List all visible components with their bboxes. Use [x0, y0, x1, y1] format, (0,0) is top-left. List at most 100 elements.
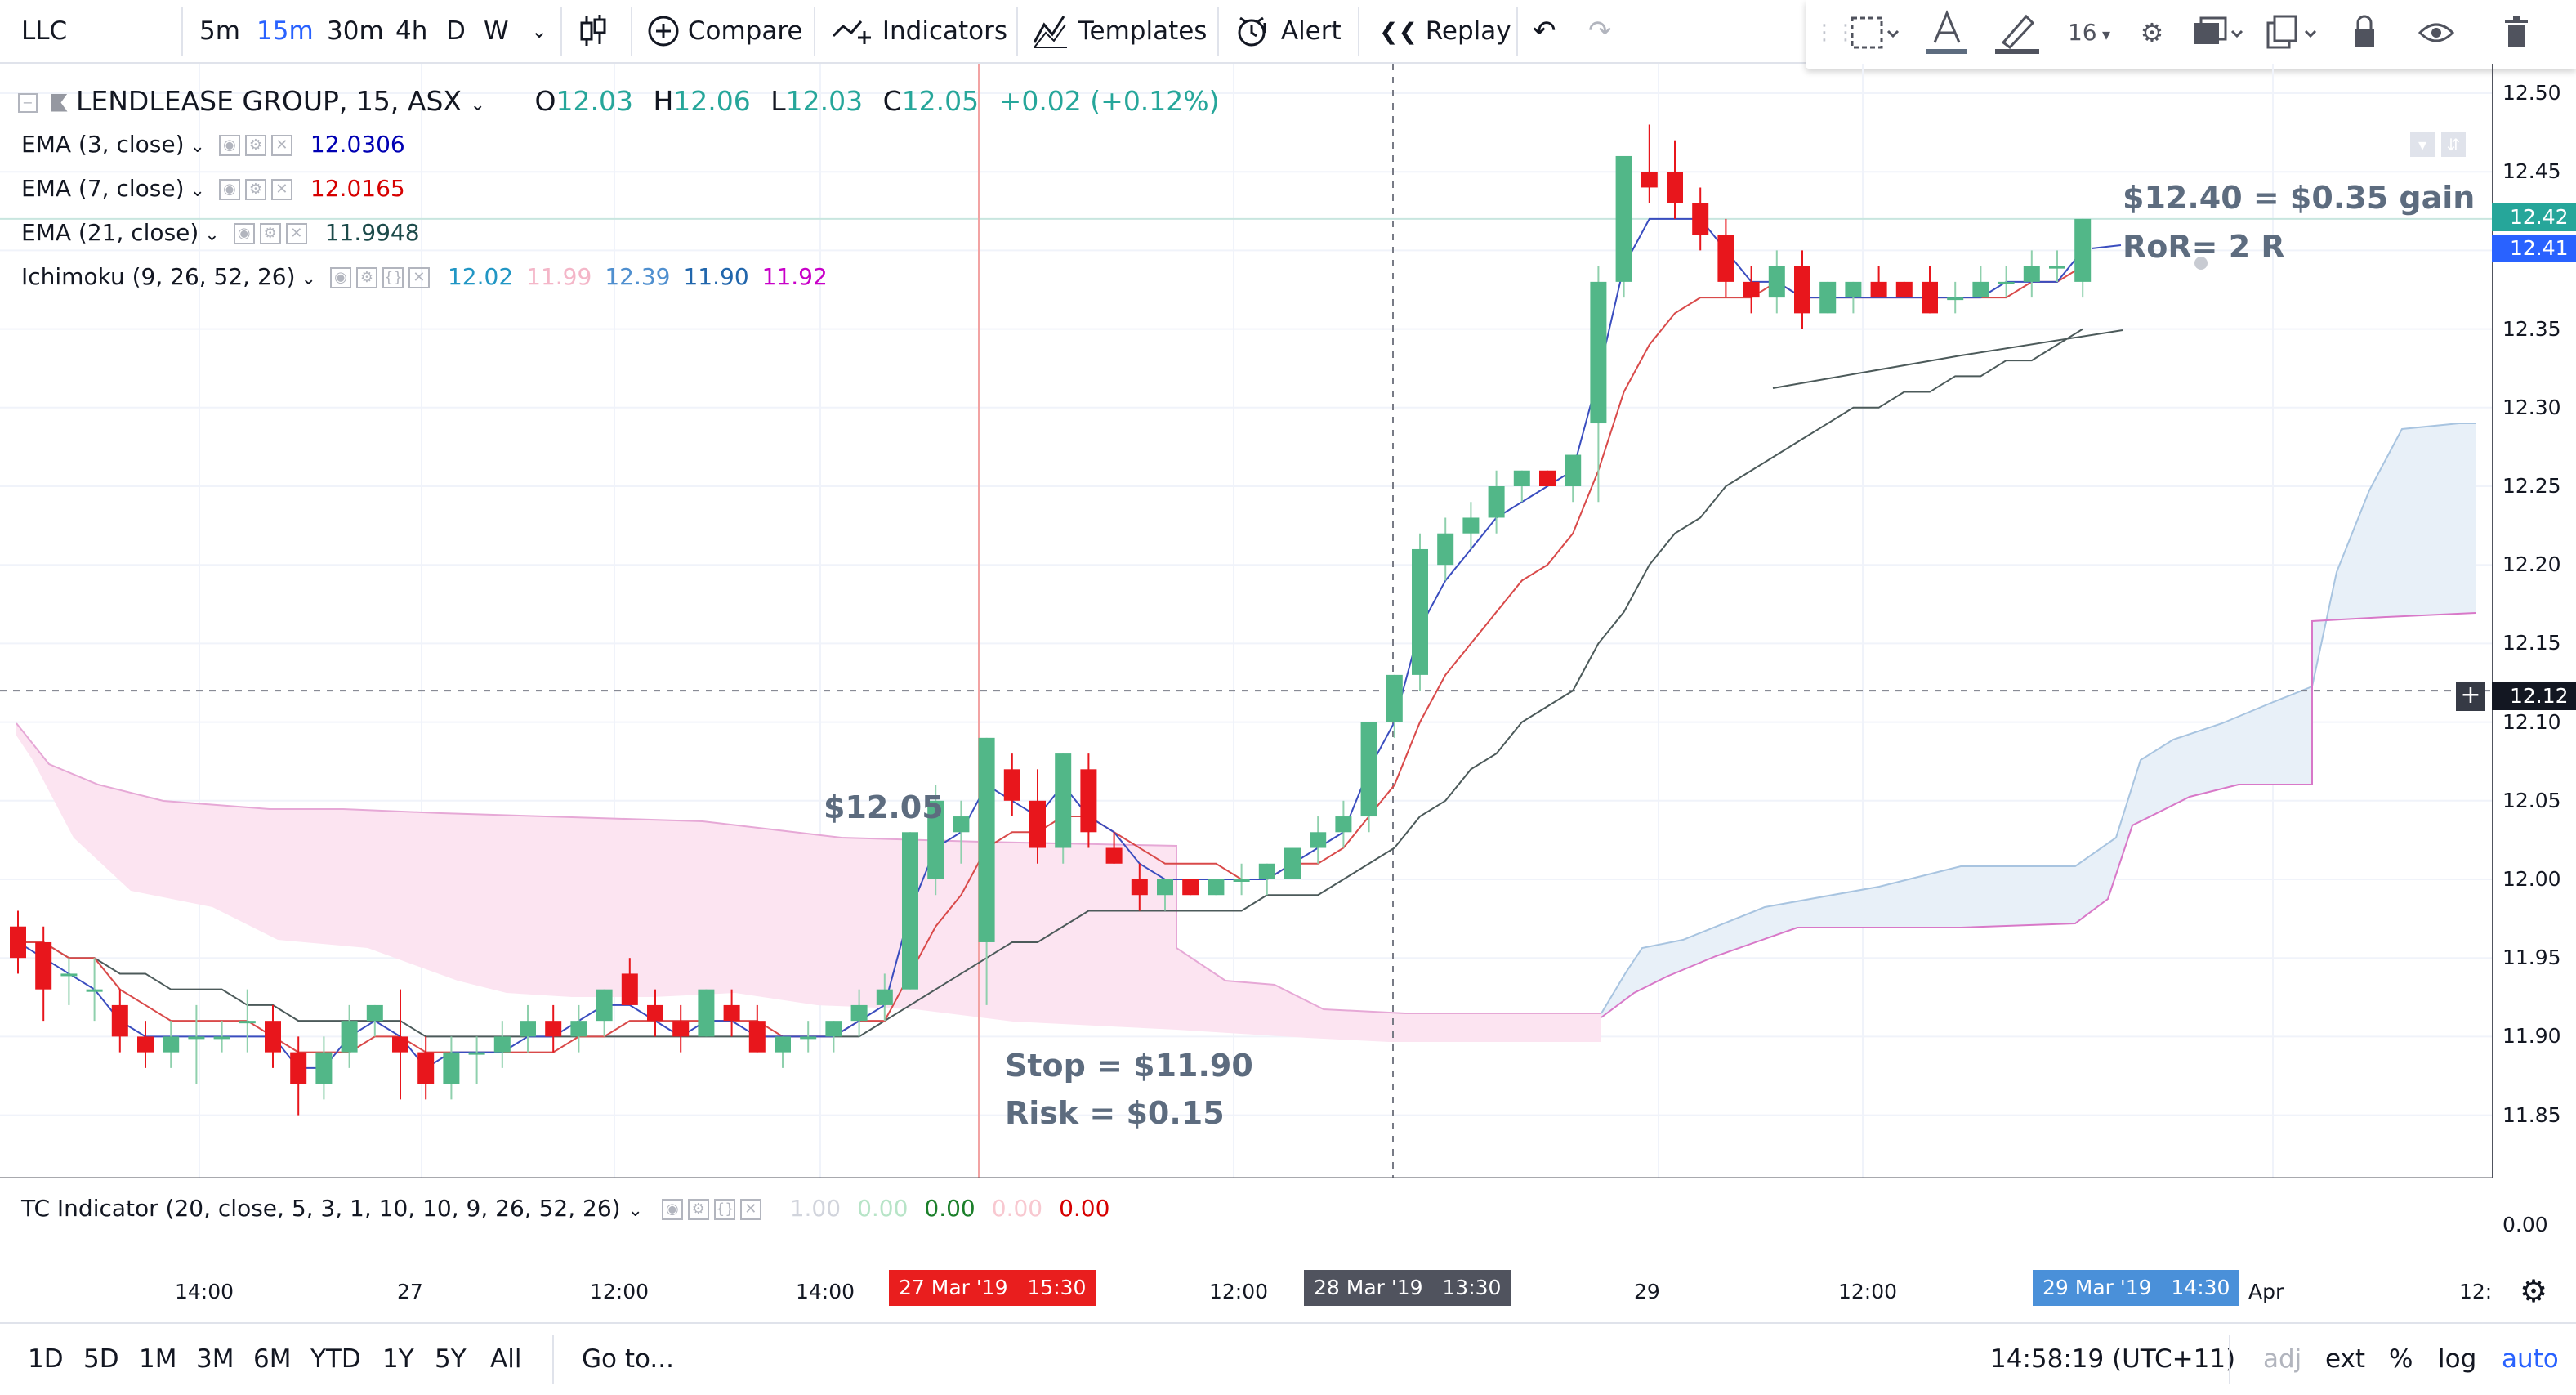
gear-icon[interactable]: ⚙ — [244, 179, 266, 200]
indicator-label[interactable]: Ichimoku (9, 26, 52, 26) — [21, 263, 296, 290]
candle-body — [417, 1052, 435, 1084]
compare-button[interactable]: Compare — [647, 0, 802, 62]
indicator-label[interactable]: EMA (7, close) — [21, 175, 185, 202]
chevron-down-icon[interactable]: ⌄ — [199, 225, 225, 245]
candles-style-icon[interactable] — [577, 0, 618, 62]
adj-toggle[interactable]: adj — [2263, 1344, 2302, 1374]
gear-icon[interactable]: ⚙ — [244, 135, 266, 156]
symbol-title[interactable]: LENDLEASE GROUP, 15, ASX — [76, 85, 462, 117]
templates-button[interactable]: Templates — [1031, 0, 1207, 62]
interval-w[interactable]: W — [484, 16, 509, 46]
chevron-down-icon[interactable]: ⌄ — [184, 136, 211, 157]
eye-icon[interactable]: ◉ — [329, 267, 351, 288]
indicator-value: 11.90 — [683, 263, 749, 290]
price-chart[interactable] — [0, 64, 2492, 1178]
range-1m[interactable]: 1M — [139, 1344, 177, 1374]
candle-body — [748, 1021, 766, 1053]
percent-toggle[interactable]: % — [2389, 1344, 2413, 1374]
indicators-button[interactable]: Indicators — [830, 0, 1007, 62]
range-3m[interactable]: 3M — [196, 1344, 234, 1374]
source-code-icon[interactable]: {} — [382, 267, 404, 288]
candle-body — [366, 1004, 383, 1022]
chevron-down-icon[interactable]: ⌄ — [295, 269, 322, 289]
range-ytd[interactable]: YTD — [310, 1344, 361, 1374]
eye-icon[interactable]: ◉ — [233, 223, 255, 244]
ror-annotation[interactable]: RoR= 2 R — [2123, 229, 2285, 265]
chevron-down-icon[interactable]: ⌄ — [627, 1201, 643, 1221]
toolbar-divider — [560, 7, 562, 56]
entry-price-annotation[interactable]: $12.05 — [824, 789, 944, 825]
interval-dropdown-icon[interactable]: ⌄ — [531, 20, 548, 42]
font-size-dropdown[interactable]: 16 ▾ — [2067, 19, 2111, 46]
ichimoku-cloud-bearish — [16, 723, 1601, 1042]
chevron-down-icon[interactable]: ⌄ — [184, 181, 211, 201]
indicator-value: 12.0306 — [310, 131, 405, 158]
ext-toggle[interactable]: ext — [2325, 1344, 2366, 1374]
line-style-icon[interactable] — [1842, 0, 1907, 65]
range-5d[interactable]: 5D — [83, 1344, 119, 1374]
eye-icon[interactable]: ◉ — [218, 179, 240, 200]
gear-icon[interactable]: ⚙ — [2140, 17, 2164, 48]
interval-d[interactable]: D — [446, 16, 466, 46]
candle-body — [35, 941, 52, 990]
interval-5m[interactable]: 5m — [199, 16, 240, 46]
range-all[interactable]: All — [490, 1344, 522, 1374]
eye-icon[interactable]: ◉ — [661, 1199, 683, 1220]
interval-4h[interactable]: 4h — [395, 16, 428, 46]
interval-30m[interactable]: 30m — [327, 16, 384, 46]
symbol-search-input[interactable]: LLC — [21, 0, 168, 62]
pencil-color-icon[interactable] — [1987, 0, 2047, 65]
chevron-down-icon[interactable]: ⌄ — [470, 95, 485, 115]
visual-order-icon[interactable] — [2186, 0, 2252, 65]
source-code-icon[interactable]: {} — [713, 1199, 735, 1220]
price-tick-label: 12.20 — [2502, 552, 2561, 577]
undo-icon[interactable]: ↶ — [1533, 15, 1556, 47]
eye-icon[interactable] — [2412, 0, 2461, 65]
close-icon[interactable]: ✕ — [270, 135, 292, 156]
price-axis[interactable] — [2492, 64, 2576, 1178]
log-toggle[interactable]: log — [2438, 1344, 2477, 1374]
range-5y[interactable]: 5Y — [435, 1344, 467, 1374]
collapse-legend-icon[interactable]: − — [18, 92, 38, 113]
gear-icon[interactable]: ⚙ — [687, 1199, 709, 1220]
scroll-down-icon[interactable]: ▾ — [2410, 132, 2435, 157]
drag-handle-icon[interactable]: ⋮⋮ — [1814, 20, 1856, 45]
replay-button[interactable]: ❮❮ Replay — [1379, 0, 1511, 62]
lock-icon[interactable] — [2340, 0, 2389, 65]
indicator-label[interactable]: EMA (3, close) — [21, 131, 185, 158]
target-annotation[interactable]: $12.40 = $0.35 gain — [2123, 180, 2476, 216]
close-icon[interactable]: ✕ — [285, 223, 307, 244]
gear-icon[interactable]: ⚙ — [355, 267, 377, 288]
flag-icon[interactable] — [51, 93, 68, 112]
clone-icon[interactable] — [2260, 0, 2325, 65]
candle-body — [290, 1052, 307, 1084]
gear-icon[interactable]: ⚙ — [259, 223, 281, 244]
add-alert-plus-icon[interactable]: + — [2456, 682, 2485, 711]
close-icon[interactable]: ✕ — [408, 267, 430, 288]
crosshair-date-label-blue: 29 Mar '19 14:30 — [2033, 1270, 2240, 1306]
text-color-icon[interactable] — [1918, 0, 1976, 65]
alert-button[interactable]: Alert — [1234, 0, 1342, 62]
tc-indicator-label[interactable]: TC Indicator (20, close, 5, 3, 1, 10, 10… — [21, 1195, 621, 1222]
auto-toggle[interactable]: auto — [2502, 1344, 2559, 1374]
candle-body — [1692, 203, 1709, 235]
trash-icon[interactable] — [2492, 0, 2541, 65]
clock-timezone[interactable]: 14:58:19 (UTC+11) — [1990, 1344, 2236, 1374]
gear-icon[interactable]: ⚙ — [2520, 1273, 2548, 1309]
redo-icon[interactable]: ↷ — [1588, 15, 1612, 47]
indicator-label[interactable]: EMA (21, close) — [21, 219, 199, 246]
tc-values: 1.00 0.00 0.00 0.00 0.00 — [774, 1195, 1110, 1222]
range-1y[interactable]: 1Y — [382, 1344, 414, 1374]
ohlc-h-value: 12.06 — [673, 85, 751, 117]
range-1d[interactable]: 1D — [28, 1344, 64, 1374]
close-icon[interactable]: ✕ — [739, 1199, 761, 1220]
interval-15m[interactable]: 15m — [257, 16, 314, 46]
maximize-pane-icon[interactable]: ⇵ — [2441, 132, 2466, 157]
eye-icon[interactable]: ◉ — [218, 135, 240, 156]
stop-annotation[interactable]: Stop = $11.90 — [1005, 1048, 1253, 1084]
plus-circle-icon — [648, 16, 679, 47]
risk-annotation[interactable]: Risk = $0.15 — [1005, 1095, 1225, 1131]
range-6m[interactable]: 6M — [253, 1344, 292, 1374]
close-icon[interactable]: ✕ — [270, 179, 292, 200]
goto-date-button[interactable]: Go to... — [582, 1344, 674, 1374]
